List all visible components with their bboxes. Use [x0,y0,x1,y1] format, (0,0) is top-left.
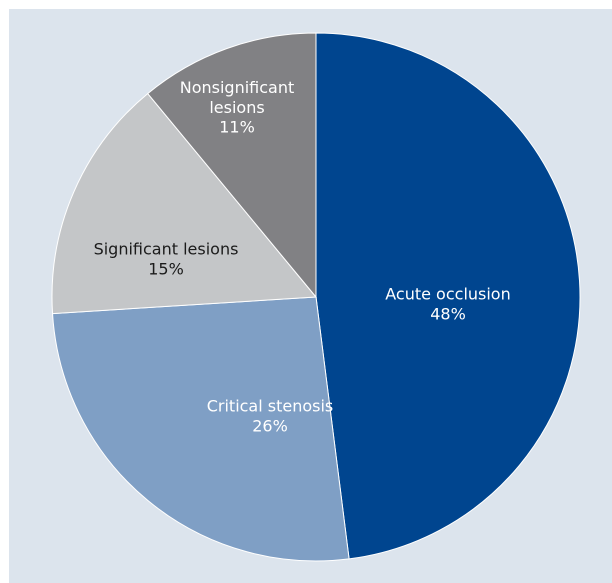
slice-value-significant-lesions: 15% [148,260,184,279]
slice-label-significant-lesions: Significant lesions [94,240,239,259]
slice-value-critical-stenosis: 26% [252,417,288,436]
slice-value-acute-occlusion: 48% [430,305,466,324]
slice-label-critical-stenosis: Critical stenosis [207,397,334,416]
pie-slice-nonsignificant-lesions [147,32,317,299]
slice-value-nonsignificant-lesions: 11% [219,118,255,137]
slice-label-acute-occlusion: Acute occlusion [385,285,510,304]
pie-slice-acute-occlusion [315,32,581,560]
slice-label-nonsignificant-lesions: Nonsignificant lesions [180,78,295,117]
pie-slice-critical-stenosis [51,296,350,562]
pie-slice-significant-lesions [51,92,318,315]
